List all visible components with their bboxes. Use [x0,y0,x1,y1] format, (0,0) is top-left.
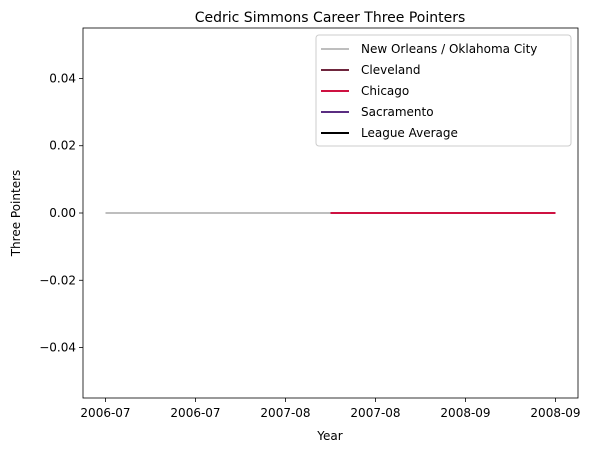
legend-label: Chicago [361,84,409,98]
y-tick-label: −0.02 [39,273,76,287]
x-tick-label: 2008-09 [440,406,490,420]
x-tick-label: 2008-09 [530,406,580,420]
x-tick-label: 2006-07 [170,406,220,420]
x-axis-label: Year [316,429,342,443]
y-tick-label: 0.02 [49,139,76,153]
chart-title: Cedric Simmons Career Three Pointers [195,10,466,26]
legend-label: New Orleans / Oklahoma City [361,42,537,56]
x-tick-label: 2007-08 [260,406,310,420]
y-tick-label: −0.04 [39,341,76,355]
legend-label: League Average [361,126,458,140]
y-axis-ticks: 0.04 0.02 0.00 −0.02 −0.04 [39,71,83,355]
y-tick-label: 0.00 [49,206,76,220]
legend-label: Sacramento [361,105,434,119]
y-axis-label: Three Pointers [9,170,23,258]
x-tick-label: 2006-07 [80,406,130,420]
y-tick-label: 0.04 [49,71,76,85]
legend-box [315,34,572,147]
legend-label: Cleveland [361,63,421,77]
legend: New Orleans / Oklahoma City Cleveland Chic… [315,34,572,147]
x-axis-ticks: 2006-07 2006-07 2007-08 2007-08 2008-09 2008-… [80,398,581,420]
x-tick-label: 2007-08 [350,406,400,420]
